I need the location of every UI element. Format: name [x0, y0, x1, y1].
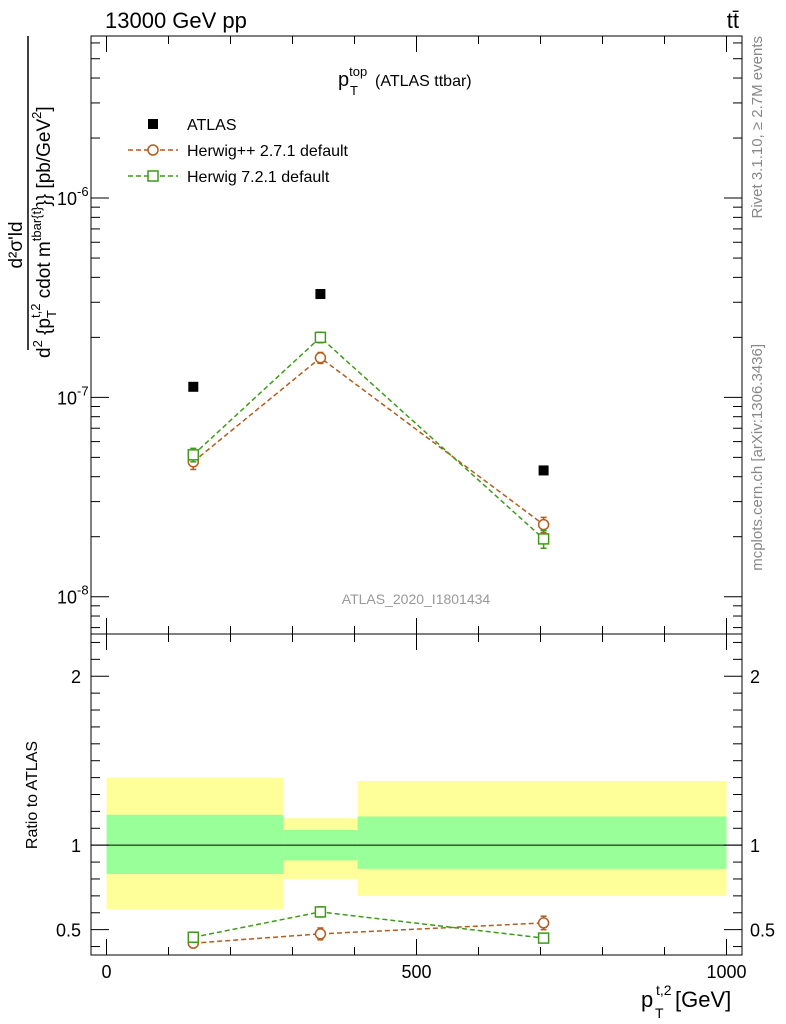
marker-filled-square — [315, 289, 326, 300]
tick-base: 10 — [57, 189, 77, 209]
main-title-rest: (ATLAS ttbar) — [375, 73, 472, 90]
header-process: tt̄ — [727, 8, 739, 33]
ratio-panel: 2 2 1 1 0.5 0.5 0 500 1000 Ratio to ATLAS — [24, 633, 775, 982]
main-y-tick-labels: 10-610-710-8 — [57, 184, 89, 608]
xlabel-sub: T — [655, 1005, 664, 1021]
legend-label: ATLAS — [187, 117, 237, 134]
series-line — [192, 336, 545, 540]
main-panel: ptop T (ATLAS ttbar) 10-610-710-8 ATLAS_… — [57, 35, 743, 635]
legend-label: Herwig++ 2.7.1 default — [187, 143, 349, 160]
main-series-2 — [187, 331, 550, 550]
main-series — [187, 289, 550, 550]
ratio-series — [187, 906, 550, 949]
ylabel-numerator: d²σ'ld — [6, 221, 27, 268]
ratio-y-axis-title: Ratio to ATLAS — [24, 741, 41, 849]
marker-open-square — [314, 906, 327, 918]
rivet-label: Rivet 3.1.10, ≥ 2.7M events — [749, 36, 766, 219]
ratio-y-tick-label-left: 1 — [71, 836, 81, 856]
marker-open-square — [187, 931, 200, 944]
main-title-sup: top — [349, 64, 367, 79]
ratio-x-tick-label: 0 — [101, 962, 111, 982]
marker-open-square — [187, 449, 200, 461]
ratio-y-tick-label-left: 0.5 — [56, 921, 81, 941]
series-line — [192, 356, 545, 526]
main-y-axis-title: d²σ'ld d2 {pTt,2 cdot mtbar{t}}} [pb/GeV… — [6, 36, 59, 358]
marker-open-square — [314, 331, 327, 344]
legend-label: Herwig 7.2.1 default — [187, 169, 330, 186]
ratio-y-tick-label-left: 2 — [71, 667, 81, 687]
main-title-sub: T — [350, 83, 358, 98]
legend-entry: Herwig++ 2.7.1 default — [128, 143, 349, 160]
main-series-0 — [188, 289, 549, 476]
analysis-watermark: ATLAS_2020_I1801434 — [342, 591, 491, 607]
band-green — [357, 816, 727, 869]
ratio-x-tick-label: 500 — [401, 962, 431, 982]
main-y-tick-label: 10-6 — [57, 184, 89, 209]
ratio-y-tick-label-right: 1 — [750, 836, 760, 856]
main-axis-ticks — [91, 36, 742, 634]
tick-base: 10 — [57, 388, 77, 408]
main-y-tick-label: 10-7 — [57, 383, 89, 408]
marker-open-square — [537, 533, 550, 545]
main-y-tick-label: 10-8 — [57, 583, 89, 608]
marker-open-square — [537, 932, 550, 944]
marker-open-circle — [537, 917, 550, 929]
tick-exponent: -8 — [77, 583, 89, 598]
marker-open-circle — [537, 518, 550, 531]
ratio-series-1 — [187, 906, 550, 944]
tick-base: 10 — [57, 588, 77, 608]
marker-open-circle — [314, 928, 327, 940]
ylabel-denominator: d2 {pTt,2 cdot mtbar{t}}} [pb/GeV2] — [28, 106, 59, 358]
ratio-y-tick-label-right: 2 — [750, 667, 760, 687]
legend-entry: ATLAS — [148, 117, 237, 134]
mcplots-label: mcplots.cern.ch [arXiv:1306.3436] — [749, 344, 766, 571]
main-series-1 — [187, 351, 550, 534]
marker-filled-square — [188, 381, 199, 392]
xlabel-sup: t,2 — [656, 982, 672, 998]
main-title: ptop — [338, 64, 367, 91]
series-line — [193, 922, 544, 944]
ratio-x-tick-labels: 0 500 1000 — [101, 962, 746, 982]
ratio-y-tick-label-right: 0.5 — [750, 921, 775, 941]
marker-filled-square — [538, 465, 549, 476]
legend: ATLAS Herwig++ 2.7.1 default Herwig 7.2.1 … — [128, 117, 349, 186]
header-collision: 13000 GeV pp — [105, 8, 247, 33]
marker-open-square — [147, 170, 159, 182]
xlabel-rest: [GeV] — [675, 987, 731, 1012]
marker-open-circle — [147, 144, 159, 156]
ratio-x-tick-label: 1000 — [706, 962, 746, 982]
x-axis-title: p t,2 T [GeV] — [641, 982, 731, 1021]
ratio-frame — [90, 633, 743, 956]
tick-exponent: -6 — [77, 184, 89, 199]
band-green — [106, 814, 284, 874]
legend-entry: Herwig 7.2.1 default — [128, 169, 330, 186]
ratio-axis-ticks — [91, 634, 742, 955]
ratio-y-tick-labels: 2 2 1 1 0.5 0.5 — [56, 667, 775, 940]
ratio-uncertainty-bands — [106, 777, 727, 910]
marker-filled-square — [148, 119, 158, 129]
xlabel-main: p — [641, 987, 653, 1012]
marker-open-circle — [314, 352, 327, 364]
tick-exponent: -7 — [77, 383, 89, 398]
ratio-series-0 — [187, 915, 550, 949]
